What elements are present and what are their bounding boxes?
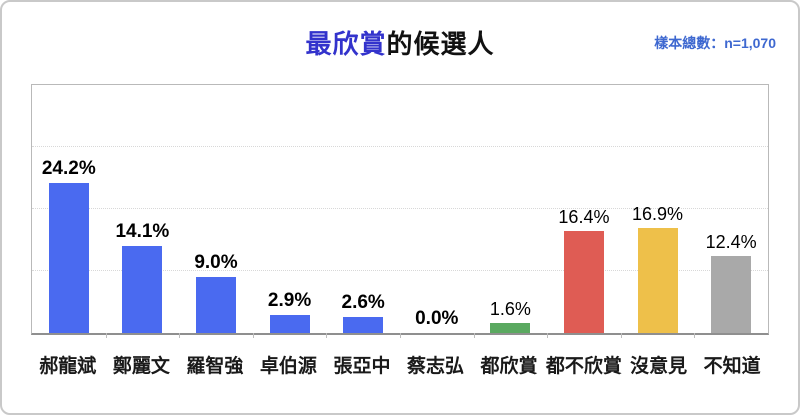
category-label: 蔡志弘 [407,356,465,377]
chart-title: 最欣賞的候選人 [2,24,798,61]
axis-tick [620,333,622,338]
category-label: 沒意見 [630,356,688,377]
category-labels-row: 郝龍斌 鄭麗文 羅智強 卓伯源 張亞中 蔡志弘 都欣賞 都不欣賞 沒意見 不知道 [31,351,769,378]
bar-value-label: 16.9% [632,204,684,225]
bar [48,182,89,333]
chart-title-rest: 的候選人 [386,29,495,59]
axis-tick [547,333,549,338]
bar-value-label: 2.9% [267,290,312,312]
bar [490,323,531,333]
bar-column: 24.2% [32,85,106,333]
category-label: 郝龍斌 [39,356,97,377]
bar-value-label: 14.1% [115,220,170,242]
category-label: 都不欣賞 [545,356,622,377]
bars-container: 24.2% 14.1% 9.0% 2.9% 2.6% 0.0% 1.6% 16.4% 16.9%… [32,85,768,333]
axis-tick [105,333,107,338]
bar-value-label: 24.2% [41,157,96,179]
bar-value-label: 1.6% [489,299,531,320]
category-label: 張亞中 [333,356,391,377]
axis-tick [400,333,401,338]
category-label: 羅智強 [186,356,244,377]
bar [563,231,604,333]
axis-tick [252,333,254,338]
category-label: 卓伯源 [259,356,317,377]
bar [343,316,384,333]
bar-value-label: 2.6% [341,291,385,313]
gridline-20-percent [32,208,768,209]
axis-tick [326,333,328,338]
category-label: 鄭麗文 [112,356,170,377]
bar [122,245,163,333]
axis-tick [473,333,475,338]
plot-area: 24.2% 14.1% 9.0% 2.9% 2.6% 0.0% 1.6% 16.4% 16.9%… [31,84,769,338]
bar [637,228,678,333]
bar-value-label: 12.4% [705,232,757,253]
axis-tick [179,333,181,338]
gridline-10-percent [32,270,768,271]
bar-column: 2.6% [326,85,400,333]
axis-tick [694,333,696,338]
bar-column: 16.4% [547,85,621,333]
bar-value-label: 9.0% [194,252,238,274]
category-label: 都欣賞 [480,356,538,377]
bar-column: 9.0% [179,85,253,333]
bar-value-label: 0.0% [415,308,459,329]
bar-column: 2.9% [253,85,327,333]
bar-column: 12.4% [694,85,768,333]
chart-title-highlight: 最欣賞 [305,29,387,59]
bar [711,256,752,333]
bar [269,315,310,333]
bar-column: 1.6% [474,85,548,333]
bar [195,277,236,333]
bar-value-label: 16.4% [558,207,610,228]
bar-column: 0.0% [400,85,474,333]
bar-column: 14.1% [106,85,180,333]
category-label: 不知道 [703,356,761,377]
gridline-30-percent [32,146,768,147]
sample-size-label: 樣本總數：n=1,070 [654,35,776,51]
bar-column: 16.9% [621,85,695,333]
